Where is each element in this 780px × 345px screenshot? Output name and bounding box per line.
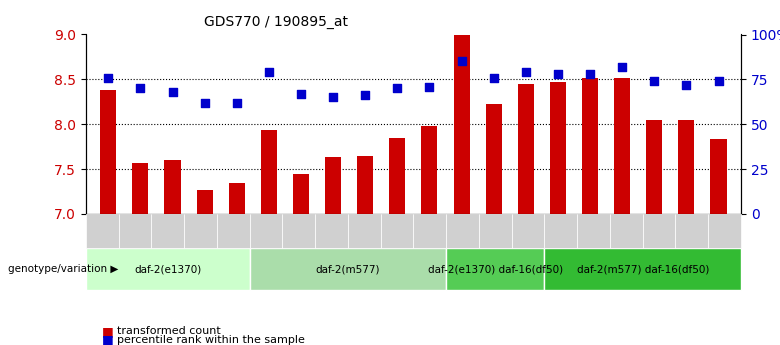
Bar: [197, 190, 213, 214]
Bar: [453, 33, 470, 214]
Text: percentile rank within the sample: percentile rank within the sample: [117, 335, 305, 345]
Bar: [550, 82, 566, 214]
Bar: [293, 174, 309, 214]
Text: ■: ■: [101, 325, 113, 338]
Bar: [357, 156, 374, 214]
Text: daf-2(e1370): daf-2(e1370): [134, 264, 201, 274]
Point: [712, 78, 725, 84]
Bar: [679, 120, 694, 214]
Text: daf-2(m577) daf-16(df50): daf-2(m577) daf-16(df50): [576, 264, 709, 274]
Point: [391, 86, 403, 91]
Text: daf-2(e1370) daf-16(df50): daf-2(e1370) daf-16(df50): [427, 264, 563, 274]
Bar: [229, 183, 245, 214]
Bar: [325, 157, 341, 214]
Point: [263, 69, 275, 75]
Point: [616, 64, 629, 70]
Bar: [165, 160, 180, 214]
Bar: [101, 90, 116, 214]
Text: genotype/variation ▶: genotype/variation ▶: [8, 264, 119, 274]
Text: daf-2(m577): daf-2(m577): [316, 264, 380, 274]
Point: [295, 91, 307, 97]
Point: [551, 71, 564, 77]
Bar: [647, 120, 662, 214]
Point: [166, 89, 179, 95]
Text: ■: ■: [101, 333, 113, 345]
Point: [134, 86, 147, 91]
Bar: [389, 138, 406, 214]
Point: [583, 71, 596, 77]
Point: [231, 100, 243, 106]
Point: [680, 82, 693, 88]
Text: transformed count: transformed count: [117, 326, 221, 336]
Point: [198, 100, 211, 106]
Bar: [711, 139, 726, 214]
Point: [456, 59, 468, 64]
Bar: [133, 163, 148, 214]
Point: [519, 69, 532, 75]
Point: [327, 95, 339, 100]
Point: [359, 93, 371, 98]
Bar: [421, 126, 438, 214]
Point: [424, 84, 436, 89]
Point: [102, 75, 115, 80]
Bar: [518, 84, 534, 214]
Bar: [582, 78, 598, 214]
Point: [648, 78, 661, 84]
Point: [488, 75, 500, 80]
Bar: [614, 78, 630, 214]
Bar: [486, 104, 502, 214]
Bar: [261, 130, 277, 214]
Text: GDS770 / 190895_at: GDS770 / 190895_at: [204, 15, 348, 29]
